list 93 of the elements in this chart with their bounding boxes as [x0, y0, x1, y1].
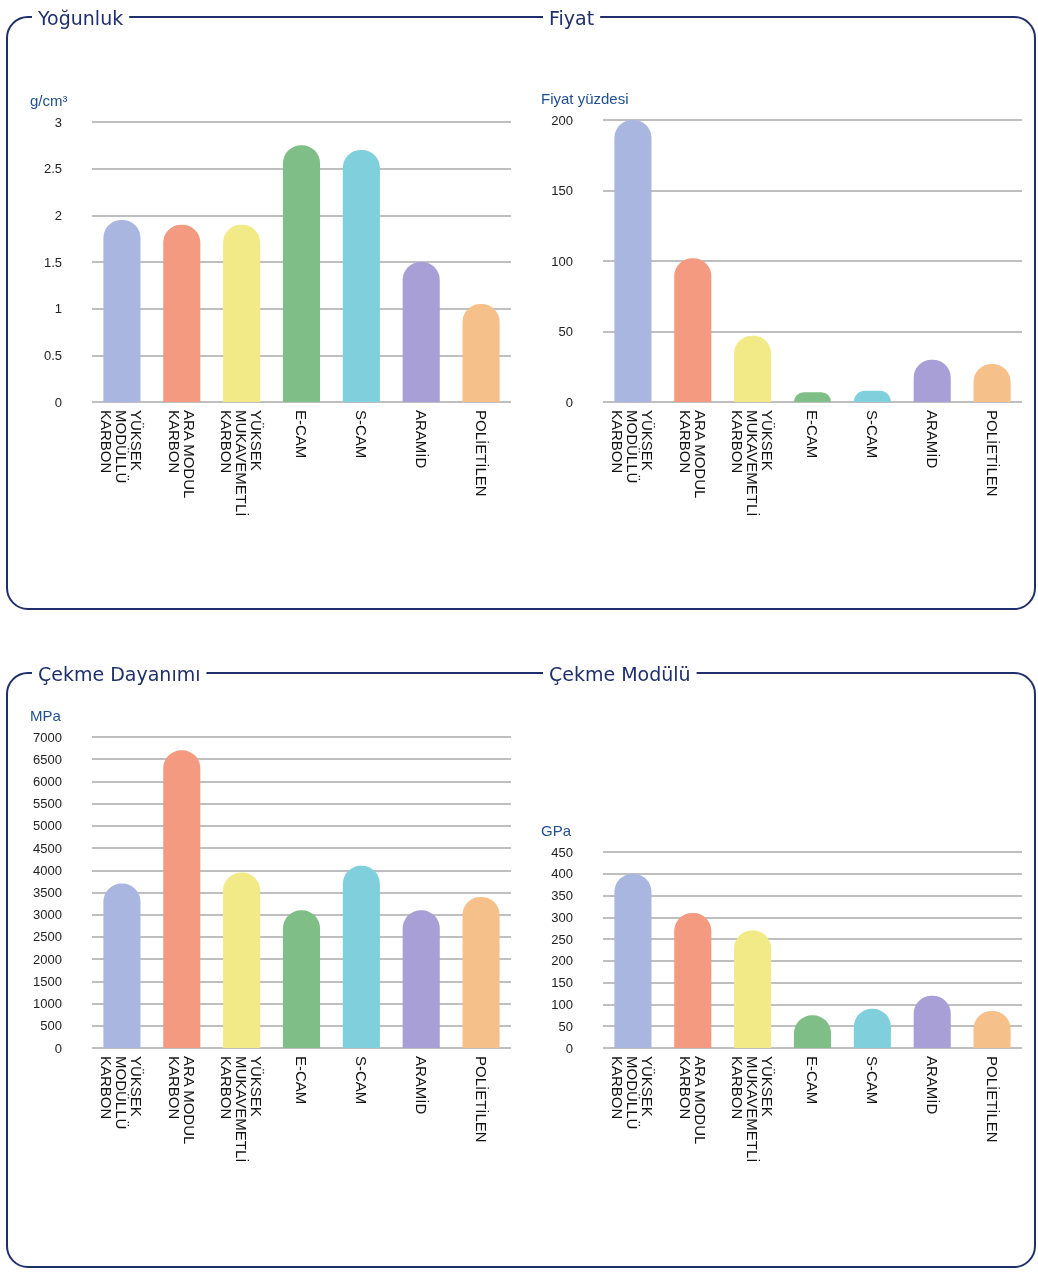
x-tick-label: YÜKSEK MODÜLLÜ KARBON: [98, 1056, 146, 1134]
x-tick-label: YÜKSEK MODÜLLÜ KARBON: [609, 410, 657, 488]
bar: [223, 224, 261, 402]
y-tick-label: 350: [551, 888, 573, 904]
y-tick-label: 2: [54, 207, 62, 223]
y-tick-label: 100: [551, 996, 573, 1012]
y-tick-label: 0: [565, 1040, 573, 1056]
x-tick-label: ARA MODUL KARBON: [676, 1056, 709, 1148]
x-tick-label: S-CAM: [352, 1056, 370, 1105]
y-tick-label: 50: [558, 1018, 573, 1034]
y-tick-label: 6500: [33, 751, 62, 767]
bar: [614, 873, 652, 1048]
y-tick-label: 5500: [33, 796, 62, 812]
y-tick-label: 3500: [33, 885, 62, 900]
bar: [402, 262, 440, 402]
y-tick-label: 200: [551, 953, 573, 969]
y-tick-label: 3: [54, 114, 62, 130]
bar: [342, 150, 380, 402]
y-tick-label: 2.5: [43, 161, 62, 177]
chart-title: Çekme Dayanımı: [38, 662, 201, 685]
bar: [163, 224, 201, 402]
y-tick-label: 1.5: [43, 254, 62, 270]
x-tick-label: E-CAM: [293, 410, 310, 459]
y-tick-label: 300: [551, 909, 573, 925]
x-tick-label: YÜKSEK MUKAVEMETLİ KARBON: [218, 1056, 266, 1167]
x-tick-label: YÜKSEK MODÜLLÜ KARBON: [98, 410, 146, 488]
x-tick-label: POLİETİLEN: [983, 1056, 1001, 1143]
bar: [342, 865, 380, 1048]
x-tick-label: ARA MODUL KARBON: [165, 410, 198, 502]
x-tick-label: YÜKSEK MUKAVEMETLİ KARBON: [729, 1056, 777, 1167]
y-tick-label: 400: [551, 866, 573, 882]
y-tick-label: 4000: [33, 862, 62, 878]
x-tick-label: ARAMİD: [923, 410, 941, 469]
x-tick-label: ARAMİD: [412, 410, 430, 469]
bar: [223, 872, 261, 1048]
x-tick-label: E-CAM: [293, 1056, 310, 1105]
y-tick-label: 50: [558, 324, 573, 339]
y-tick-label: 6000: [33, 773, 62, 789]
bar: [674, 912, 712, 1048]
y-tick-label: 5000: [33, 818, 62, 834]
x-tick-label: POLİETİLEN: [472, 410, 490, 497]
x-tick-label: S-CAM: [863, 410, 881, 459]
bar: [282, 910, 321, 1048]
y-tick-label: 1: [54, 301, 62, 317]
y-tick-label: 500: [40, 1018, 62, 1034]
x-tick-label: ARA MODUL KARBON: [165, 1056, 198, 1148]
y-tick-label: 0: [54, 1040, 62, 1056]
y-tick-label: 150: [551, 975, 573, 991]
y-tick-label: 3000: [33, 907, 62, 923]
x-tick-label: ARAMİD: [923, 1056, 941, 1115]
chart-title: Yoğunluk: [37, 6, 124, 29]
y-tick-label: 7000: [33, 729, 62, 745]
y-axis-title: MPa: [30, 707, 62, 724]
bar: [402, 910, 440, 1048]
x-tick-label: POLİETİLEN: [472, 1056, 490, 1143]
bar: [462, 304, 500, 402]
x-tick-label: YÜKSEK MUKAVEMETLİ KARBON: [729, 410, 777, 521]
y-tick-label: 1000: [33, 996, 62, 1012]
y-tick-label: 2500: [33, 929, 62, 945]
x-tick-label: S-CAM: [352, 410, 370, 459]
y-axis-title: g/cm³: [30, 92, 68, 109]
bar: [734, 930, 772, 1048]
bar: [103, 220, 141, 402]
x-tick-label: ARA MODUL KARBON: [676, 410, 709, 502]
y-tick-label: 2000: [33, 951, 62, 967]
y-axis-title: Fiyat yüzdesi: [541, 90, 629, 107]
y-tick-label: 250: [551, 931, 573, 947]
y-axis-title: GPa: [541, 822, 572, 839]
chart-title: Çekme Modülü: [549, 662, 691, 685]
y-tick-label: 1500: [33, 973, 62, 989]
y-tick-label: 0.5: [43, 347, 62, 363]
bar: [462, 896, 500, 1048]
bar: [674, 258, 712, 402]
chart-title: Fiyat: [549, 6, 595, 29]
x-tick-label: POLİETİLEN: [983, 410, 1001, 497]
y-tick-label: 4500: [33, 840, 62, 856]
x-tick-label: YÜKSEK MUKAVEMETLİ KARBON: [218, 410, 266, 521]
bar: [282, 145, 321, 402]
bar: [103, 883, 141, 1048]
bar: [614, 120, 652, 402]
bar: [163, 750, 201, 1048]
x-tick-label: S-CAM: [863, 1056, 881, 1105]
y-tick-label: 0: [54, 394, 62, 410]
x-tick-label: YÜKSEK MODÜLLÜ KARBON: [609, 1056, 657, 1134]
y-tick-label: 450: [551, 844, 573, 860]
y-tick-label: 100: [551, 253, 573, 269]
x-tick-label: E-CAM: [804, 410, 821, 459]
x-tick-label: ARAMİD: [412, 1056, 430, 1115]
y-tick-label: 150: [551, 183, 573, 198]
x-tick-label: E-CAM: [804, 1056, 821, 1105]
y-tick-label: 200: [551, 112, 573, 128]
y-tick-label: 0: [565, 394, 573, 410]
bar: [734, 335, 772, 402]
